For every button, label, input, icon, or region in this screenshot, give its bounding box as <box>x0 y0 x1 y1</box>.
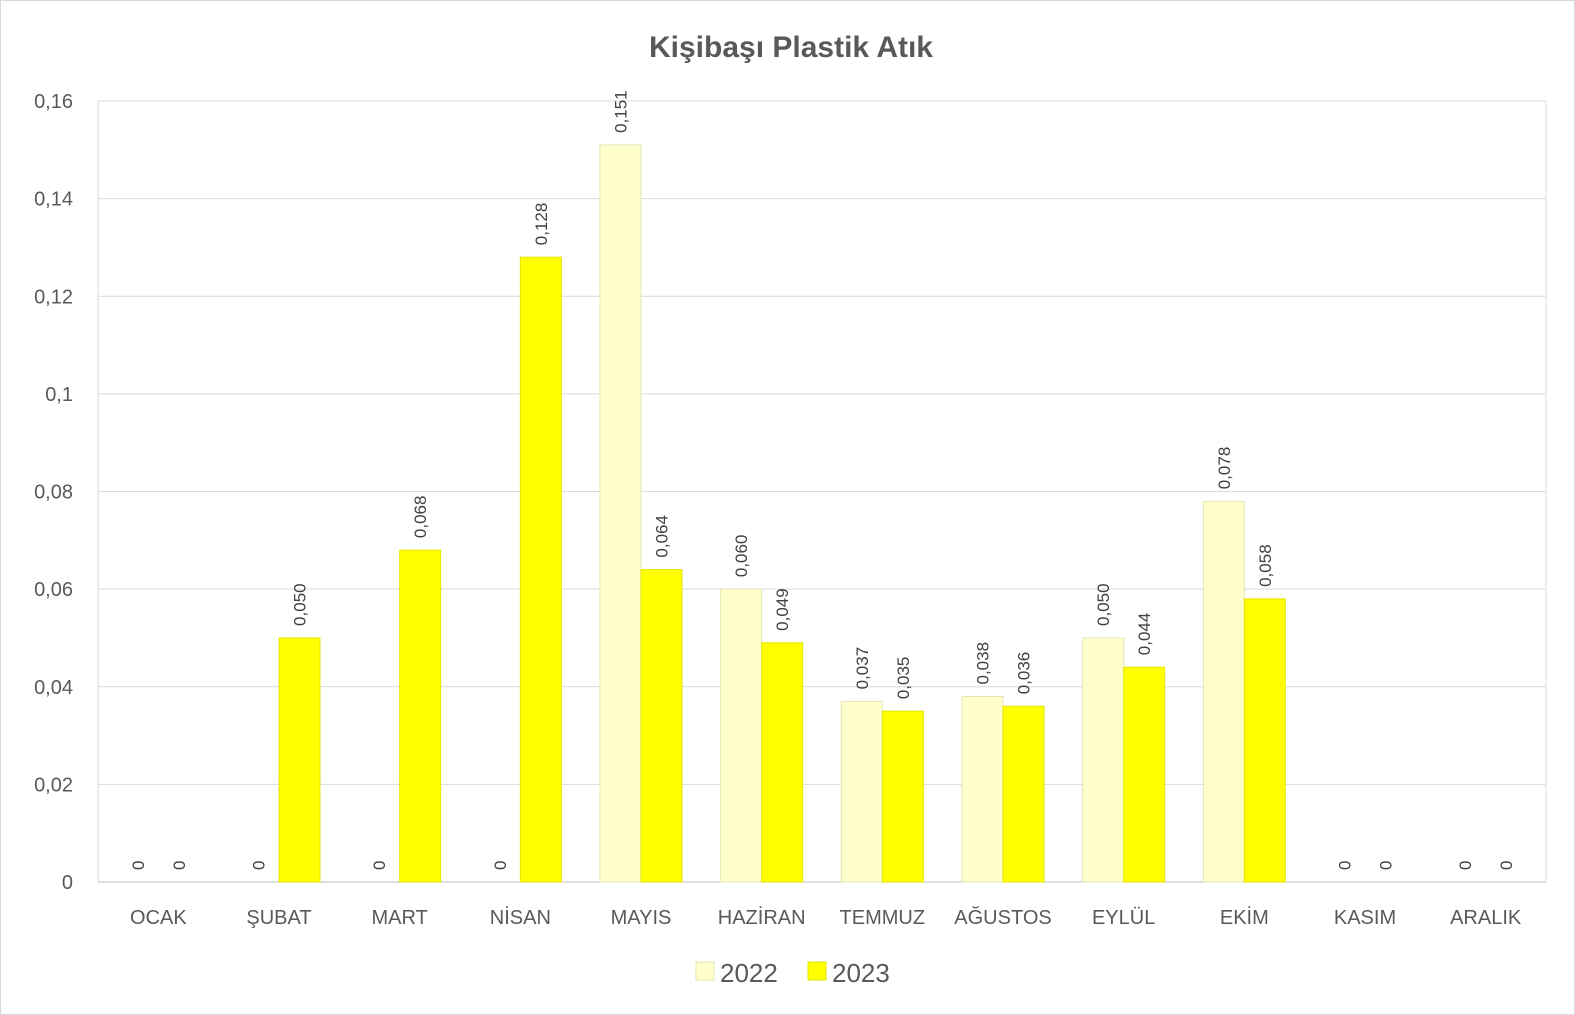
data-label-2023-eki̇m: 0,058 <box>1256 544 1275 587</box>
data-label-2022-ağustos: 0,038 <box>974 642 993 685</box>
data-label-2023-ocak: 0 <box>170 861 189 870</box>
data-label-2023-hazi̇ran: 0,049 <box>773 588 792 631</box>
data-label-2023-şubat: 0,050 <box>291 583 310 626</box>
legend: 2022 2023 <box>695 958 890 988</box>
legend-swatch-2023 <box>807 961 827 981</box>
x-tick-label: EYLÜL <box>1092 907 1155 929</box>
legend-swatch-2022 <box>695 961 715 981</box>
data-label-2022-aralik: 0 <box>1456 861 1475 870</box>
bar-2023-eki̇m <box>1243 598 1286 883</box>
y-tick-label: 0,16 <box>34 91 73 113</box>
data-label-2023-aralik: 0 <box>1497 861 1516 870</box>
data-label-2022-ni̇san: 0 <box>491 861 510 870</box>
data-label-2023-mayis: 0,064 <box>653 515 672 558</box>
x-tick-label: EKİM <box>1220 906 1269 929</box>
data-label-2022-kasim: 0 <box>1336 861 1355 870</box>
bar-2022-ağustos <box>961 696 1004 883</box>
bar-2023-şubat <box>278 637 321 883</box>
y-tick-label: 0,06 <box>34 579 73 601</box>
bar-2022-mayis <box>599 144 642 883</box>
x-tick-label: HAZİRAN <box>718 906 806 929</box>
x-tick-label: AĞUSTOS <box>954 906 1051 929</box>
y-tick-label: 0,08 <box>34 482 73 504</box>
data-label-2023-eylül: 0,044 <box>1135 613 1154 656</box>
y-tick-label: 0,12 <box>34 286 73 308</box>
data-label-2022-eki̇m: 0,078 <box>1215 447 1234 490</box>
data-label-2022-temmuz: 0,037 <box>853 647 872 690</box>
data-labels: 0 0 0 0,050 0 0,068 0 0,128 0,151 0,064 0,060 0,049… <box>129 90 1516 870</box>
data-label-2023-mart: 0,068 <box>411 496 430 539</box>
x-tick-label: MAYIS <box>611 907 672 929</box>
x-tick-label: OCAK <box>130 907 187 929</box>
data-label-2022-eylül: 0,050 <box>1094 583 1113 626</box>
data-label-2022-hazi̇ran: 0,060 <box>732 535 751 578</box>
data-label-2022-ocak: 0 <box>129 861 148 870</box>
bar-2022-temmuz <box>840 700 883 883</box>
data-label-2023-ağustos: 0,036 <box>1015 652 1034 695</box>
bar-2022-eylül <box>1082 637 1125 883</box>
gridlines <box>97 100 1547 883</box>
y-tick-label: 0,02 <box>34 774 73 796</box>
data-label-2023-kasim: 0 <box>1377 861 1396 870</box>
y-tick-label: 0,14 <box>34 189 73 211</box>
legend-label-2022: 2022 <box>720 958 778 988</box>
bar-2023-mayis <box>640 569 683 883</box>
bars <box>278 144 1286 883</box>
bar-2022-hazi̇ran <box>720 588 763 883</box>
data-label-2022-mart: 0 <box>370 861 389 870</box>
y-tick-label: 0 <box>62 872 73 894</box>
data-label-2022-şubat: 0 <box>250 861 269 870</box>
y-tick-label: 0,1 <box>45 384 73 406</box>
x-axis-ticks: OCAK ŞUBAT MART NİSAN MAYIS HAZİRAN TEMMUZ AĞUS… <box>130 906 1522 929</box>
bar-2023-eylül <box>1123 666 1166 883</box>
bar-2023-mart <box>399 549 442 883</box>
data-label-2023-temmuz: 0,035 <box>894 657 913 700</box>
y-axis-ticks: 0 0,02 0,04 0,06 0,08 0,1 0,12 0,14 0,16 <box>34 91 73 894</box>
chart-title: Kişibaşı Plastik Atık <box>649 31 933 64</box>
x-tick-label: KASIM <box>1334 907 1396 929</box>
legend-label-2023: 2023 <box>832 958 890 988</box>
x-tick-label: ARALIK <box>1450 907 1522 929</box>
data-label-2022-mayis: 0,151 <box>612 90 631 133</box>
bar-2023-ağustos <box>1002 705 1045 883</box>
x-tick-label: MART <box>372 907 428 929</box>
x-tick-label: NİSAN <box>490 906 551 929</box>
bar-2023-hazi̇ran <box>761 642 804 883</box>
y-tick-label: 0,04 <box>34 677 73 699</box>
x-tick-label: TEMMUZ <box>840 907 926 929</box>
bar-2022-eki̇m <box>1202 500 1245 883</box>
bar-2023-ni̇san <box>519 256 562 883</box>
x-tick-label: ŞUBAT <box>246 907 311 929</box>
data-label-2023-ni̇san: 0,128 <box>532 203 551 246</box>
bar-2023-temmuz <box>881 710 924 883</box>
